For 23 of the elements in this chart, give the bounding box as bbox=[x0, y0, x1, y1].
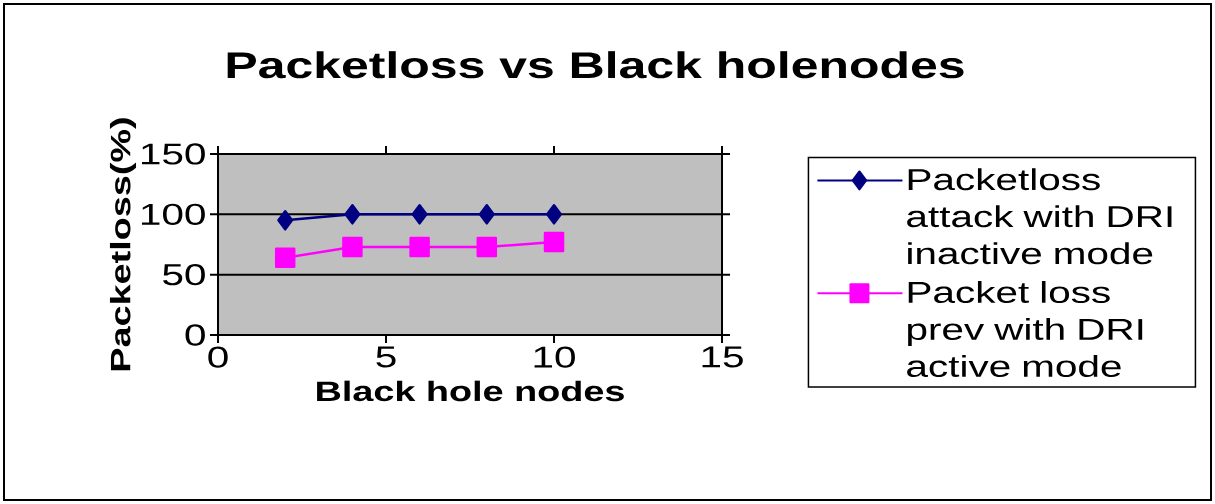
point bbox=[342, 236, 363, 258]
x-tick-label: 10 bbox=[534, 346, 575, 368]
legend-label: Packet loss prev with DRI active mode bbox=[907, 281, 1143, 378]
y-axis-title: Packetloss(%) bbox=[109, 118, 137, 371]
chart-title: Packetloss vs Black holenodes bbox=[227, 51, 964, 79]
x-tick-label: 5 bbox=[376, 346, 396, 368]
point bbox=[546, 204, 563, 225]
point bbox=[478, 204, 495, 225]
y-tick-label: 150 bbox=[141, 143, 205, 165]
y-tick-label: 100 bbox=[141, 203, 205, 225]
x-tick-label: 15 bbox=[702, 346, 743, 368]
point bbox=[277, 210, 294, 231]
x-axis-title: Black hole nodes bbox=[317, 380, 624, 402]
point bbox=[274, 247, 296, 269]
point bbox=[543, 231, 565, 253]
point bbox=[409, 236, 430, 258]
point bbox=[411, 204, 428, 225]
x-tick-label: 0 bbox=[208, 346, 228, 368]
point bbox=[344, 204, 361, 225]
y-tick-label: 50 bbox=[163, 264, 205, 286]
y-tick-label: 0 bbox=[185, 324, 205, 346]
legend-label: Packetloss attack with DRI inactive mode bbox=[907, 168, 1172, 265]
point bbox=[476, 236, 498, 258]
